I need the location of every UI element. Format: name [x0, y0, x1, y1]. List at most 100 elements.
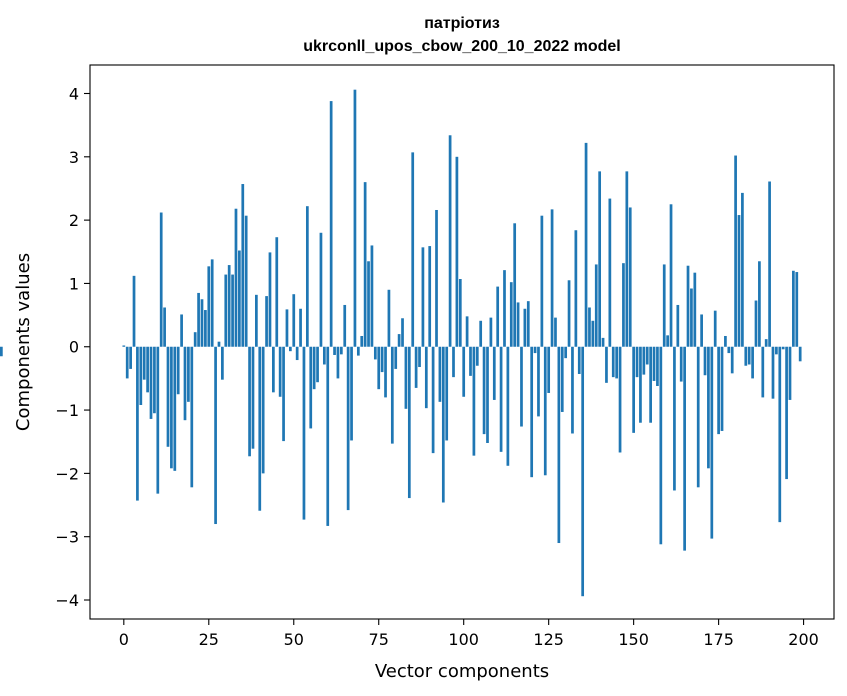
bar: [656, 346, 659, 386]
bar: [628, 207, 632, 347]
bar: [159, 212, 163, 347]
bar: [642, 346, 646, 375]
bar: [662, 264, 666, 347]
bar: [710, 346, 714, 539]
bar: [560, 346, 564, 412]
bar: [207, 266, 211, 347]
bar: [146, 346, 149, 393]
bar: [312, 346, 316, 390]
bar: [744, 346, 748, 366]
bar: [370, 245, 374, 347]
bar: [713, 310, 717, 347]
bar: [686, 265, 690, 347]
bar: [278, 346, 282, 397]
bar: [380, 346, 384, 373]
bar: [176, 346, 180, 395]
bar: [523, 308, 527, 347]
y-tick-label: 3: [69, 148, 79, 167]
bar: [183, 346, 187, 421]
bar: [458, 279, 462, 347]
bar: [142, 346, 146, 380]
bar: [190, 346, 194, 488]
bar: [275, 237, 279, 347]
bar: [622, 263, 625, 347]
x-tick-label: 75: [369, 630, 389, 649]
bar: [0, 346, 3, 357]
bar: [224, 274, 228, 347]
bar: [452, 346, 455, 378]
bar: [741, 192, 744, 347]
y-tick-label: −2: [55, 464, 79, 483]
bar: [683, 346, 686, 551]
bar: [489, 317, 493, 347]
bar: [238, 250, 241, 347]
bar: [584, 142, 588, 347]
bar: [465, 316, 469, 347]
bar: [149, 346, 153, 419]
bar: [316, 346, 319, 383]
bar: [469, 346, 472, 376]
bar: [618, 346, 622, 453]
bar: [214, 346, 217, 525]
bar: [343, 304, 347, 347]
bar: [666, 335, 669, 347]
bar: [588, 307, 591, 347]
bar: [248, 346, 251, 457]
bar: [482, 346, 486, 435]
bar: [217, 341, 221, 347]
bar: [734, 155, 737, 347]
bar: [475, 346, 479, 366]
bar: [292, 294, 296, 347]
bar: [272, 346, 275, 393]
chart-title: патріотиз: [424, 15, 500, 32]
bar: [153, 346, 156, 414]
bar: [758, 261, 761, 347]
x-tick-label: 125: [533, 630, 564, 649]
bar: [136, 346, 139, 501]
bar: [537, 346, 540, 417]
y-tick-label: 4: [69, 84, 79, 103]
bar: [472, 346, 476, 456]
y-tick-label: 2: [69, 211, 79, 230]
bar: [353, 89, 357, 347]
bar: [441, 346, 445, 503]
bar: [401, 318, 404, 347]
bar: [170, 346, 173, 469]
x-tick-label: 100: [448, 630, 479, 649]
bar: [231, 274, 234, 347]
bar: [302, 346, 306, 520]
bar: [367, 261, 370, 347]
bar: [540, 215, 544, 347]
bar: [492, 346, 496, 400]
bar: [615, 346, 619, 379]
bar: [792, 270, 795, 347]
bar: [251, 346, 255, 449]
bar: [431, 346, 435, 454]
bar: [632, 346, 635, 433]
bar: [669, 204, 673, 347]
bar: [768, 181, 771, 347]
bar: [693, 272, 697, 347]
bar: [659, 346, 663, 545]
bar: [727, 346, 731, 354]
bar: [611, 346, 615, 378]
bar: [778, 346, 782, 523]
bar: [673, 346, 676, 491]
bar: [700, 314, 703, 347]
bar: [635, 346, 639, 378]
bar: [594, 264, 598, 347]
bar: [571, 346, 574, 434]
bar: [499, 346, 503, 452]
bar: [557, 346, 561, 544]
bar: [798, 346, 802, 362]
bar: [724, 335, 727, 347]
bar: [520, 346, 523, 427]
bar: [350, 346, 353, 441]
bar: [567, 280, 571, 347]
bar: [180, 314, 183, 347]
bar: [788, 346, 792, 400]
bar: [407, 346, 411, 499]
bar: [533, 346, 537, 354]
bar: [513, 223, 517, 347]
x-tick-label: 0: [119, 630, 129, 649]
